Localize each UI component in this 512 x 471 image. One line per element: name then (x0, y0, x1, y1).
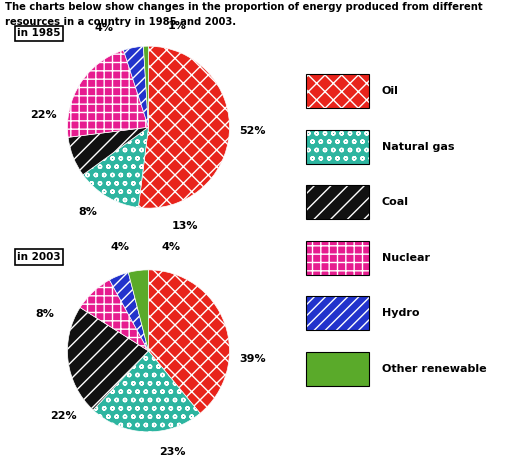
Bar (306, 296, 369, 330)
Text: Coal: Coal (382, 197, 409, 207)
Bar (306, 352, 369, 386)
Wedge shape (68, 127, 148, 175)
Wedge shape (123, 46, 148, 127)
Text: Other renewable: Other renewable (382, 364, 486, 374)
Wedge shape (110, 272, 148, 351)
Bar (306, 241, 369, 275)
Bar (306, 186, 369, 219)
Bar (306, 241, 369, 275)
Wedge shape (148, 270, 229, 414)
Text: 52%: 52% (239, 126, 265, 136)
Text: in 2003: in 2003 (17, 252, 61, 262)
Text: 4%: 4% (94, 24, 114, 33)
Text: 22%: 22% (30, 110, 56, 120)
Bar (306, 186, 369, 219)
Text: 23%: 23% (160, 447, 186, 457)
Text: Oil: Oil (382, 86, 399, 97)
Bar (306, 130, 369, 164)
Wedge shape (138, 46, 229, 208)
Bar (306, 74, 369, 108)
Bar (306, 352, 369, 386)
Text: 8%: 8% (35, 309, 54, 319)
Text: 22%: 22% (50, 411, 77, 421)
Bar (306, 130, 369, 164)
Wedge shape (93, 351, 200, 432)
Text: resources in a country in 1985 and 2003.: resources in a country in 1985 and 2003. (5, 17, 236, 27)
Wedge shape (68, 50, 148, 138)
Text: The charts below show changes in the proportion of energy produced from differen: The charts below show changes in the pro… (5, 2, 483, 12)
Text: in 1985: in 1985 (17, 28, 61, 38)
Text: 1%: 1% (167, 21, 186, 31)
Wedge shape (143, 46, 148, 127)
Text: Natural gas: Natural gas (382, 142, 454, 152)
Bar (306, 74, 369, 108)
Text: 13%: 13% (172, 221, 198, 231)
Text: 4%: 4% (162, 242, 181, 252)
Wedge shape (80, 280, 148, 351)
Wedge shape (129, 270, 148, 351)
Text: Nuclear: Nuclear (382, 253, 430, 263)
Text: 8%: 8% (78, 207, 97, 217)
Text: 39%: 39% (239, 354, 266, 364)
Text: 4%: 4% (111, 242, 130, 252)
Text: Hydro: Hydro (382, 309, 419, 318)
Wedge shape (68, 308, 148, 410)
Bar (306, 296, 369, 330)
Wedge shape (83, 127, 148, 208)
